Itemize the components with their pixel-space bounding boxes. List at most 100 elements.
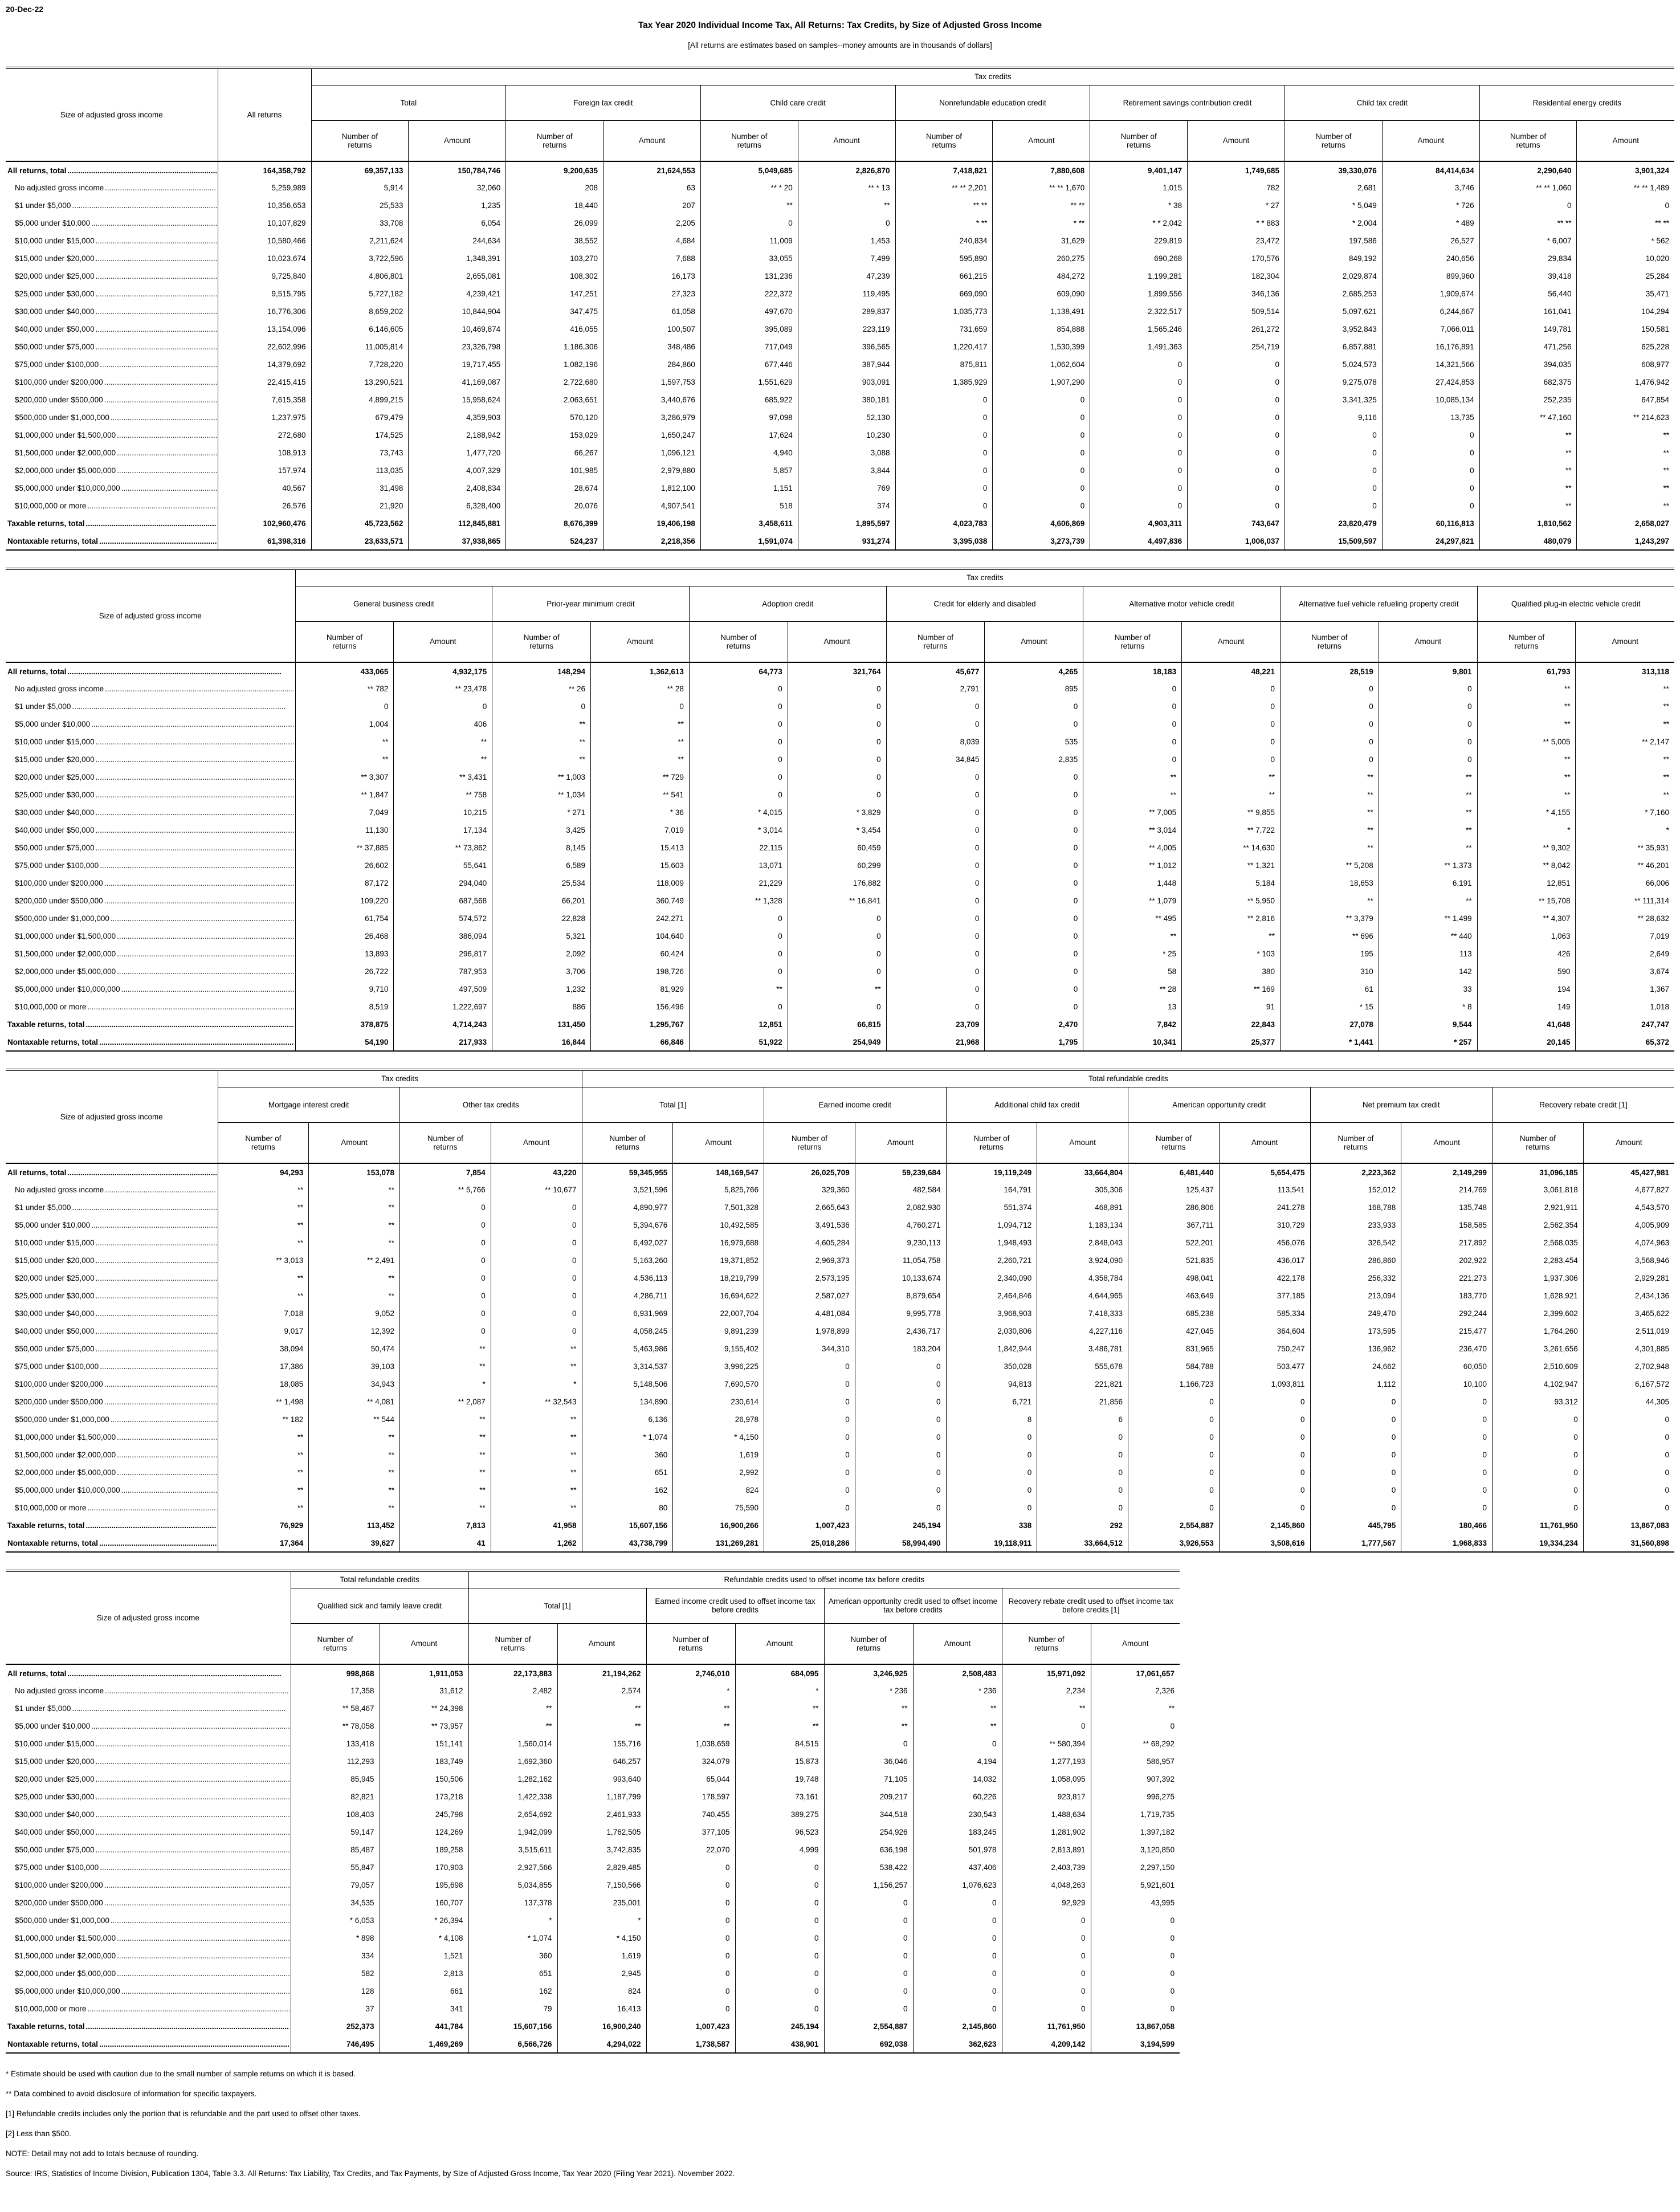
data-cell: ** 1,847 [295, 786, 394, 804]
data-cell: 0 [646, 1894, 735, 1912]
data-cell: 8 [945, 1411, 1037, 1428]
data-cell: 4,194 [912, 1753, 1002, 1770]
table-row: No adjusted gross income****** 5,766** 1… [6, 1181, 1675, 1199]
footnote-1: [1] Refundable credits includes only the… [6, 2109, 361, 2118]
data-cell: 574,572 [393, 910, 492, 927]
page-title: Tax Year 2020 Individual Income Tax, All… [638, 21, 1042, 30]
data-cell: 2,746,010 [646, 1664, 735, 1682]
data-cell: 570,120 [505, 409, 604, 426]
data-cell: 79 [468, 2000, 557, 2018]
data-cell: 8,039 [886, 733, 985, 751]
dot-leader [91, 1722, 289, 1730]
data-cell: 10,492,585 [672, 1216, 764, 1234]
data-cell: 69,357,133 [311, 161, 409, 179]
data-cell: ** 1,499 [1378, 910, 1478, 927]
dot-leader [105, 1186, 216, 1194]
data-cell: 389,275 [735, 1806, 824, 1823]
data-cell: 45,677 [886, 662, 985, 680]
data-cell: 2,835 [984, 751, 1083, 768]
data-cell: 33 [1378, 980, 1478, 998]
data-cell: 9,275,078 [1284, 373, 1383, 391]
data-cell: 0 [984, 786, 1083, 804]
data-cell: 326,542 [1310, 1234, 1401, 1252]
data-cell: 0 [1090, 444, 1188, 462]
dot-leader [117, 1952, 289, 1960]
table-row: $200,000 under $500,00034,535160,707137,… [6, 1894, 1180, 1912]
data-cell: ** [557, 1700, 646, 1717]
row-label-text: $500,000 under $1,000,000 [15, 1916, 109, 1925]
data-cell: 27,078 [1279, 1016, 1379, 1033]
data-cell: 5,654,475 [1218, 1163, 1311, 1181]
data-cell: 1,096,121 [603, 444, 701, 462]
data-cell: ** [217, 1216, 309, 1234]
column-header-label: Nonrefundable education credit [939, 98, 1046, 107]
data-cell: 3,286,979 [603, 409, 701, 426]
data-cell: 26,468 [295, 927, 394, 945]
data-cell: ** [490, 1428, 582, 1446]
data-cell: ** 3,307 [295, 768, 394, 786]
data-cell: 1,362,613 [590, 662, 690, 680]
data-cell: 538,422 [823, 1859, 913, 1876]
column-header-label: Earned income credit used to offset inco… [655, 1597, 815, 1614]
data-cell: 0 [912, 1947, 1002, 1965]
data-cell: ** [1575, 698, 1674, 715]
data-cell: 2,283,454 [1492, 1252, 1584, 1269]
table-row: $100,000 under $200,00079,057195,6985,03… [6, 1876, 1180, 1894]
data-cell: 7,728,220 [311, 356, 409, 373]
dot-leader [117, 1934, 289, 1942]
data-cell: 0 [1284, 479, 1383, 497]
data-cell: 52,130 [797, 409, 896, 426]
data-cell: 0 [854, 1393, 947, 1411]
data-cell: 1,978,899 [764, 1322, 855, 1340]
data-cell: ** 73,957 [379, 1717, 468, 1735]
table-row: $200,000 under $500,000109,220687,56866,… [6, 892, 1674, 910]
data-cell: * 15 [1279, 998, 1379, 1016]
data-cell: 14,379,692 [217, 356, 312, 373]
row-label: $1,000,000 under $1,500,000 [6, 1428, 218, 1446]
data-cell: 2,260,721 [945, 1252, 1037, 1269]
data-cell: ** 68,292 [1090, 1735, 1180, 1753]
data-cell: ** [1083, 768, 1182, 786]
table-row: $1 under $5,000****004,890,9777,501,3282… [6, 1199, 1675, 1216]
row-label-text: $5,000 under $10,000 [15, 1221, 91, 1229]
row-label-text: All returns, total [7, 1669, 67, 1678]
data-cell: 133,418 [290, 1735, 380, 1753]
data-cell: ** [1576, 444, 1674, 462]
data-cell: ** 1,012 [1083, 857, 1182, 874]
data-cell: 438,901 [735, 2035, 824, 2053]
data-cell: 4,358,784 [1037, 1269, 1128, 1287]
data-cell: 43,220 [490, 1163, 582, 1181]
dot-leader [68, 1168, 217, 1177]
data-cell: 173,218 [379, 1788, 468, 1806]
data-cell: 0 [1381, 479, 1480, 497]
data-cell: 6,167,572 [1583, 1375, 1675, 1393]
data-cell: ** [646, 1717, 735, 1735]
data-cell: ** 440 [1378, 927, 1478, 945]
data-cell: ** [308, 1269, 400, 1287]
data-cell: 150,581 [1576, 320, 1674, 338]
data-cell: 11,761,950 [1001, 2018, 1091, 2035]
data-cell: 1,243,297 [1576, 532, 1674, 550]
column-header-label: Amount [1217, 637, 1245, 646]
data-cell: 0 [1279, 698, 1379, 715]
data-cell: 0 [646, 1982, 735, 2000]
data-cell: 1,942,099 [468, 1823, 557, 1841]
data-cell: 374 [797, 497, 896, 515]
data-cell: 58,994,490 [854, 1534, 947, 1552]
table-row: $20,000 under $25,000** 3,307** 3,431** … [6, 768, 1674, 786]
data-cell: 195,698 [379, 1876, 468, 1894]
dot-leader [86, 519, 217, 528]
row-label: $30,000 under $40,000 [6, 1806, 291, 1823]
data-cell: 2,461,933 [557, 1806, 646, 1823]
data-cell: 0 [984, 804, 1083, 821]
data-cell: 0 [688, 715, 788, 733]
row-label-text: $1,000,000 under $1,500,000 [15, 932, 116, 940]
data-cell: 10,469,874 [408, 320, 506, 338]
row-label-text: $40,000 under $50,000 [15, 1327, 95, 1335]
data-cell: 2,434,136 [1583, 1287, 1675, 1305]
data-cell: 173,595 [1310, 1322, 1401, 1340]
data-cell: 0 [1310, 1428, 1401, 1446]
dot-leader [96, 1740, 289, 1748]
data-cell: 183,245 [912, 1823, 1002, 1841]
data-cell: 0 [1310, 1393, 1401, 1411]
